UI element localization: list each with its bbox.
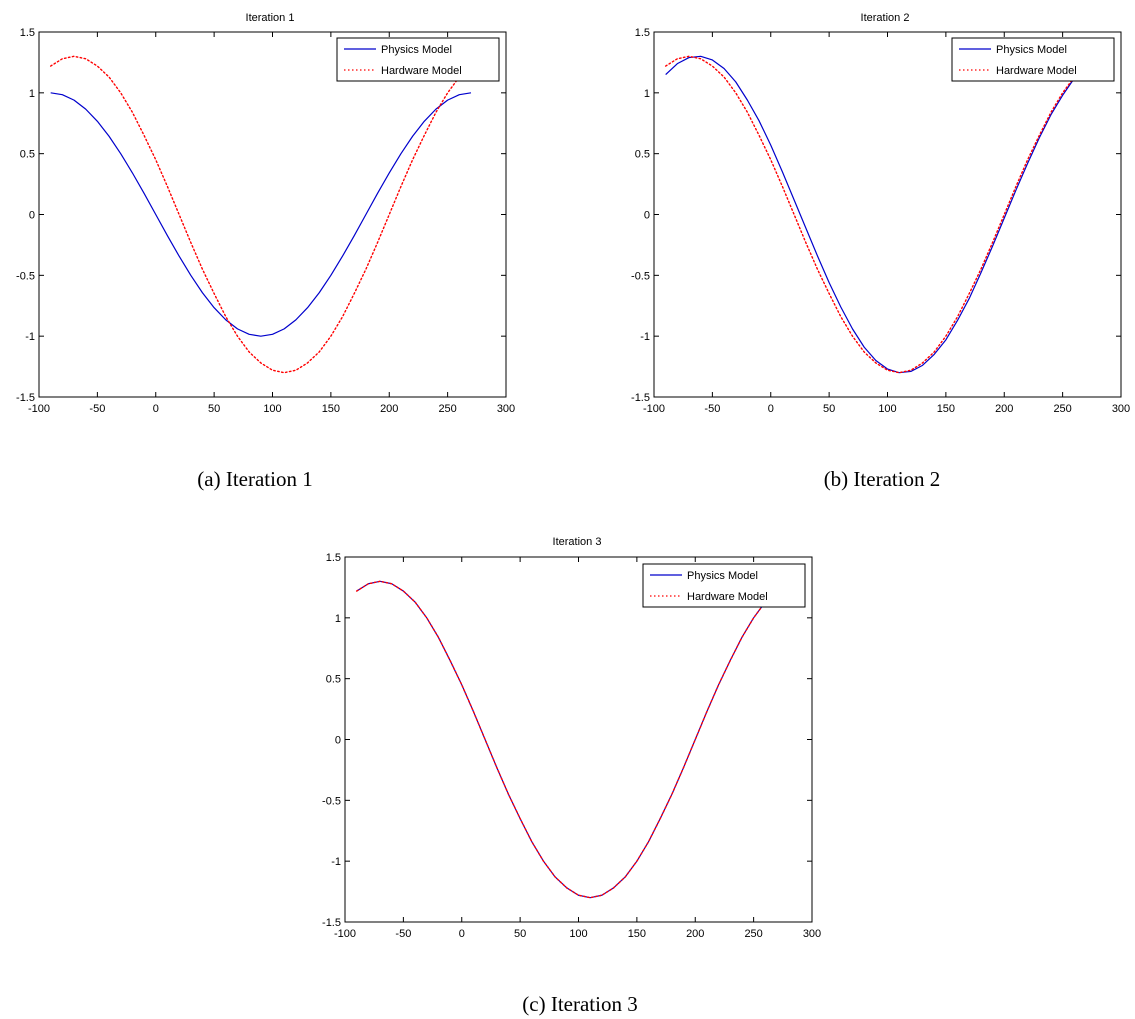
legend-box [336,37,500,82]
legend-box [642,563,806,608]
x-tick-label: 300 [497,403,515,415]
x-tick-label: -50 [395,928,411,940]
legend-label-physics: Physics Model [996,44,1067,56]
x-tick-label: 50 [514,928,526,940]
x-axis-ticks: -100 -50 0 50 100 150 200 250 300 [643,32,1130,415]
series-lines [355,580,766,899]
x-tick-label: 200 [995,403,1013,415]
series-line-hardware-model [664,55,1076,374]
x-tick-label: 50 [823,403,835,415]
x-tick-label: 150 [628,928,646,940]
y-tick-label: 0.5 [326,674,341,686]
y-tick-label: -1.5 [631,392,650,404]
x-tick-label: 100 [569,928,587,940]
x-tick-label: 100 [878,403,896,415]
y-tick-label: -1.5 [322,917,341,929]
y-tick-label: 0 [29,210,35,222]
y-tick-label: 1 [29,88,35,100]
series-line-physics-model [50,92,472,337]
x-axis-ticks: -100 -50 0 50 100 150 200 250 300 [334,557,821,940]
y-tick-label: -0.5 [631,270,650,282]
plot-frame [344,556,813,923]
series-lines [49,55,472,374]
y-tick-label: 0.5 [20,149,35,161]
x-tick-label: 250 [1053,403,1071,415]
x-tick-label: -100 [28,403,50,415]
legend: Physics Model Hardware Model [336,37,500,82]
y-tick-label: -0.5 [16,270,35,282]
x-tick-label: -50 [89,403,105,415]
panel-caption: (a) Iteration 1 [197,467,312,491]
x-tick-label: 250 [744,928,762,940]
y-axis-ticks: -1.5 -1 -0.5 0 0.5 1 1.5 [322,552,812,929]
legend-box [951,37,1115,82]
y-tick-label: -1 [640,331,650,343]
y-tick-label: 1.5 [635,27,650,39]
chart-title: Iteration 1 [246,12,295,24]
y-tick-label: -1.5 [16,392,35,404]
chart-iteration-1: Iteration 1 -100 -50 0 50 100 150 200 250 300 -1… [16,12,515,491]
x-tick-label: -100 [334,928,356,940]
series-line-hardware-model [355,580,766,899]
x-tick-label: 0 [768,403,774,415]
chart-iteration-2: Iteration 2 -100 -50 0 50 100 150 200 250 300 -1… [631,12,1130,491]
plot-frame [653,31,1122,398]
legend-label-hardware: Hardware Model [996,65,1077,77]
x-tick-label: 0 [153,403,159,415]
chart-title: Iteration 3 [553,536,602,548]
legend: Physics Model Hardware Model [951,37,1115,82]
chart-iteration-3: Iteration 3 -100 -50 0 50 100 150 200 250 300 -1… [322,536,821,1016]
legend-label-hardware: Hardware Model [381,65,462,77]
series-line-hardware-model [49,55,460,374]
x-tick-label: 150 [937,403,955,415]
x-axis-ticks: -100 -50 0 50 100 150 200 250 300 [28,32,515,415]
y-axis-ticks: -1.5 -1 -0.5 0 0.5 1 1.5 [16,27,506,404]
x-tick-label: 200 [686,928,704,940]
x-tick-label: 300 [1112,403,1130,415]
plot-frame [38,31,507,398]
x-tick-label: 200 [380,403,398,415]
y-tick-label: -0.5 [322,795,341,807]
panel-caption: (b) Iteration 2 [824,467,941,491]
x-tick-label: 150 [322,403,340,415]
y-tick-label: 1.5 [20,27,35,39]
x-tick-label: 250 [438,403,456,415]
y-tick-label: 0.5 [635,149,650,161]
y-tick-label: 1.5 [326,552,341,564]
x-tick-label: 300 [803,928,821,940]
y-tick-label: 1 [335,613,341,625]
panel-caption: (c) Iteration 3 [522,992,637,1016]
x-tick-label: 100 [263,403,281,415]
x-tick-label: 50 [208,403,220,415]
x-tick-label: 0 [459,928,465,940]
y-tick-label: 0 [335,735,341,747]
y-tick-label: 0 [644,210,650,222]
y-axis-ticks: -1.5 -1 -0.5 0 0.5 1 1.5 [631,27,1121,404]
x-tick-label: -100 [643,403,665,415]
x-tick-label: -50 [704,403,720,415]
legend-label-physics: Physics Model [381,44,452,56]
legend: Physics Model Hardware Model [642,563,806,608]
legend-label-physics: Physics Model [687,570,758,582]
chart-title: Iteration 2 [861,12,910,24]
series-lines [664,55,1076,374]
y-tick-label: 1 [644,88,650,100]
y-tick-label: -1 [25,331,35,343]
y-tick-label: -1 [331,856,341,868]
legend-label-hardware: Hardware Model [687,591,768,603]
series-line-physics-model [665,55,1075,374]
